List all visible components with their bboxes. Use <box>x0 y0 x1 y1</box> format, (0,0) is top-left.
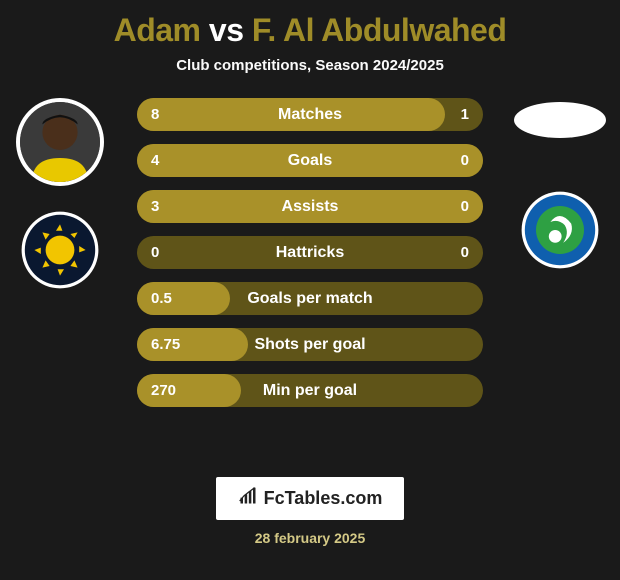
stat-label: Matches <box>137 106 483 124</box>
stat-row-assists: 3 Assists 0 <box>137 190 483 223</box>
player2-club-badge <box>520 190 600 270</box>
brand-text: FcTables.com <box>264 488 383 509</box>
stat-right-value: 1 <box>461 106 469 123</box>
stat-row-goals: 4 Goals 0 <box>137 144 483 177</box>
left-column <box>10 98 110 290</box>
brand-box[interactable]: FcTables.com <box>216 477 405 520</box>
player1-avatar <box>16 98 104 186</box>
player2-name: F. Al Abdulwahed <box>252 12 507 48</box>
stat-label: Goals per match <box>137 290 483 308</box>
comparison-title: Adam vs F. Al Abdulwahed <box>0 0 620 49</box>
stat-right-value: 0 <box>461 198 469 215</box>
stat-label: Hattricks <box>137 244 483 262</box>
stat-label: Assists <box>137 198 483 216</box>
stat-label: Goals <box>137 152 483 170</box>
main-area: 8 Matches 1 4 Goals 0 3 Assists 0 0 Hatt… <box>0 98 620 407</box>
stat-right-value: 0 <box>461 152 469 169</box>
date-text: 28 february 2025 <box>255 530 366 546</box>
footer: FcTables.com 28 february 2025 <box>0 477 620 546</box>
subtitle: Club competitions, Season 2024/2025 <box>0 57 620 74</box>
stats-bars: 8 Matches 1 4 Goals 0 3 Assists 0 0 Hatt… <box>137 98 483 407</box>
stat-right-value: 0 <box>461 244 469 261</box>
chart-icon <box>238 486 258 511</box>
player1-name: Adam <box>114 12 201 48</box>
player2-avatar-placeholder <box>514 102 606 138</box>
stat-label: Shots per goal <box>137 336 483 354</box>
player1-club-badge <box>20 210 100 290</box>
stat-row-spg: 6.75 Shots per goal <box>137 328 483 361</box>
stat-row-hattricks: 0 Hattricks 0 <box>137 236 483 269</box>
stat-row-gpm: 0.5 Goals per match <box>137 282 483 315</box>
vs-text: vs <box>209 12 244 48</box>
stat-row-matches: 8 Matches 1 <box>137 98 483 131</box>
right-column <box>510 98 610 270</box>
stat-label: Min per goal <box>137 382 483 400</box>
stat-row-mpg: 270 Min per goal <box>137 374 483 407</box>
